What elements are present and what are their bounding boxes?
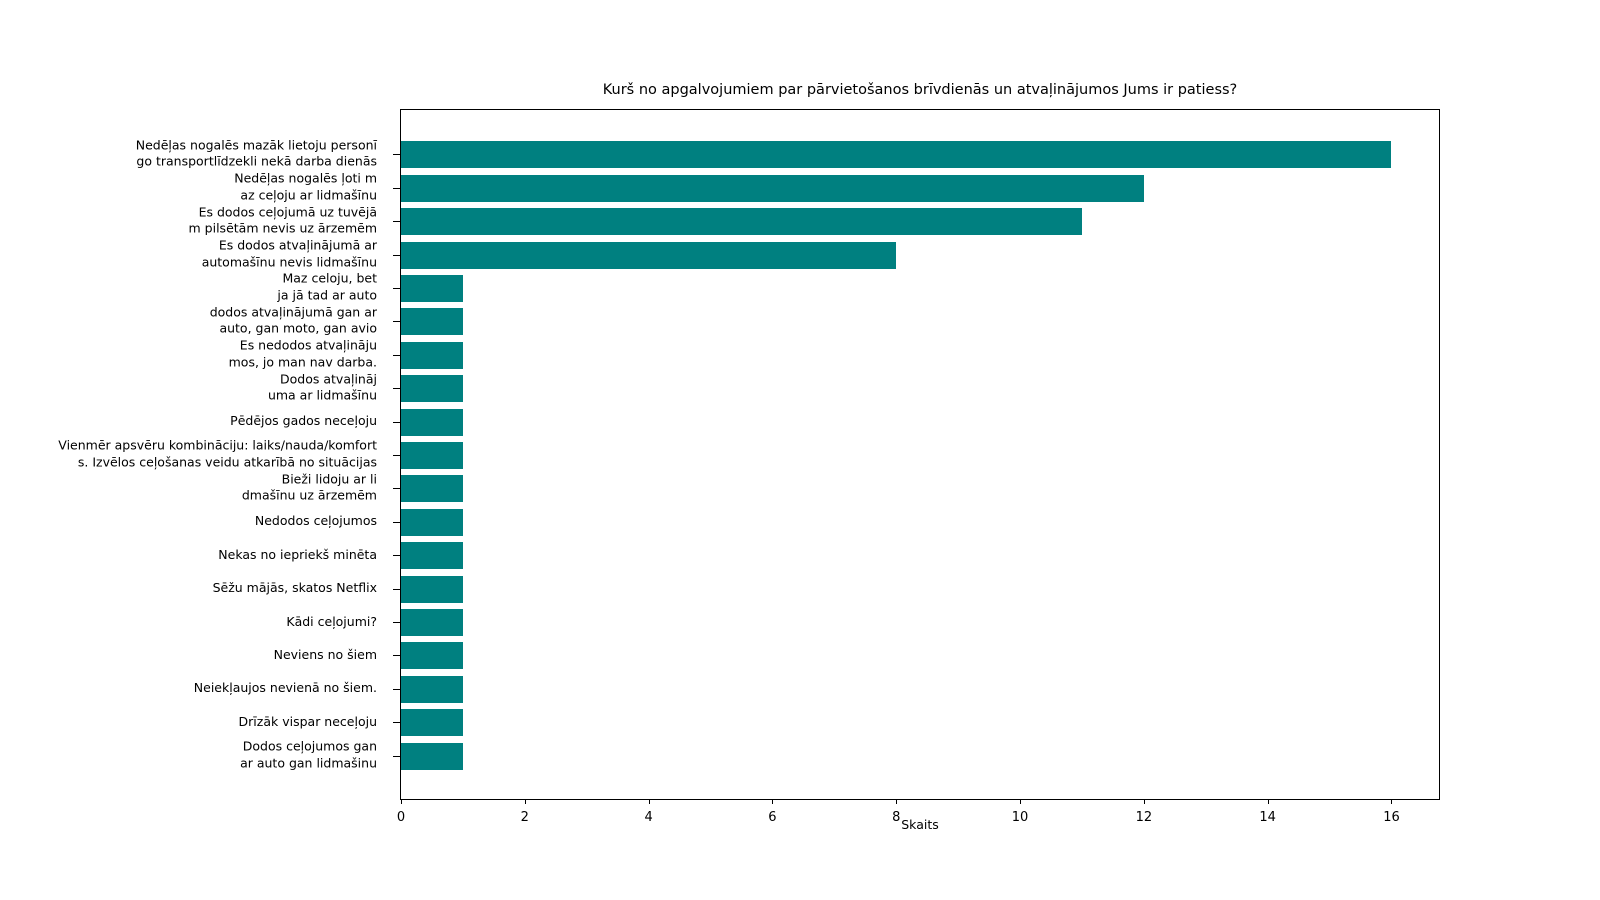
x-tick-mark — [1143, 800, 1145, 804]
x-tick-label: 10 — [1011, 810, 1029, 825]
x-tick-label: 16 — [1383, 810, 1400, 825]
y-tick-label: Dodos atvaļināj uma ar lidmašīnu — [267, 371, 377, 403]
y-tick-label: Drīzāk vispar neceļoju — [238, 713, 377, 729]
bar — [401, 408, 463, 436]
y-tick-label: Nedodos ceļojumos — [254, 513, 377, 529]
x-tick-mark — [524, 800, 526, 804]
bar — [401, 675, 463, 703]
y-tick-mark — [393, 755, 400, 757]
bar — [401, 375, 463, 403]
y-tick-label: Es nedodos atvaļināju mos, jo man nav da… — [228, 337, 377, 370]
x-tick-label: 6 — [768, 810, 777, 825]
y-tick-label: Dodos ceļojumos gan ar auto gan lidmašin… — [240, 738, 377, 771]
bar — [401, 208, 1082, 236]
x-tick-label: 12 — [1135, 810, 1153, 825]
x-tick-mark — [1020, 800, 1022, 804]
y-tick-label: Neviens no šiem — [273, 646, 377, 662]
y-tick-mark — [393, 254, 400, 256]
x-tick-mark — [896, 800, 898, 804]
y-tick-mark — [393, 354, 400, 356]
x-tick-label: 0 — [396, 810, 406, 825]
bar — [401, 609, 463, 637]
y-tick-mark — [393, 655, 400, 657]
x-tick-mark — [401, 800, 402, 804]
x-tick-mark — [772, 800, 774, 804]
bar — [401, 341, 463, 369]
y-tick-mark — [393, 622, 400, 624]
x-tick-mark — [1391, 800, 1393, 804]
y-tick-mark — [393, 287, 400, 289]
bar — [401, 241, 897, 269]
y-tick-mark — [393, 388, 400, 390]
bar — [401, 141, 1392, 169]
bar — [401, 642, 463, 670]
y-tick-label: Pēdējos gados neceļoju — [230, 412, 377, 428]
bar — [401, 475, 463, 503]
y-tick-mark — [393, 555, 400, 557]
y-tick-mark — [393, 154, 400, 156]
x-tick-mark — [648, 800, 650, 804]
y-tick-mark — [393, 321, 400, 323]
y-tick-mark — [393, 421, 400, 423]
bar — [401, 742, 463, 770]
bar — [401, 174, 1144, 202]
y-tick-label: Nedēļas nogalēs ļoti m az ceļoju ar lidm… — [234, 170, 377, 203]
y-axis-labels: Nedēļas nogalēs mazāk lietoju personī go… — [0, 109, 389, 800]
bar — [401, 508, 463, 536]
bar — [401, 575, 463, 603]
x-tick-label: 2 — [520, 810, 529, 825]
y-tick-mark — [393, 588, 400, 590]
bar — [401, 709, 463, 737]
y-tick-label: Bieži lidoju ar li dmašīnu uz ārzemēm — [241, 471, 377, 503]
bar — [401, 441, 463, 469]
y-tick-label: Sēžu mājās, skatos Netflix — [212, 579, 377, 595]
bar — [401, 308, 463, 336]
x-tick-label: 4 — [644, 810, 653, 825]
x-tick-mark — [1267, 800, 1269, 804]
y-tick-mark — [393, 722, 400, 724]
bar — [401, 274, 463, 302]
y-tick-label: Nedēļas nogalēs mazāk lietoju personī go… — [135, 137, 377, 169]
y-tick-label: Nekas no iepriekš minēta — [218, 546, 377, 562]
y-tick-label: dodos atvaļinājumā gan ar auto, gan moto… — [209, 304, 377, 336]
y-tick-label: Maz celoju, bet ja jā tad ar auto — [277, 270, 377, 303]
bar — [401, 542, 463, 570]
y-tick-label: Es dodos ceļojumā uz tuvējā m pilsētām n… — [188, 204, 377, 236]
y-tick-mark — [393, 488, 400, 490]
y-tick-label: Neiekļaujos nevienā no šiem. — [193, 680, 377, 696]
y-tick-mark — [393, 187, 400, 189]
y-tick-mark — [393, 521, 400, 523]
y-tick-label: Es dodos atvaļinājumā ar automašīnu nevi… — [201, 237, 377, 270]
plot-area: 0 2 4 6 8 10 12 14 16 — [393, 109, 1440, 825]
y-tick-mark — [393, 454, 400, 456]
x-axis-label: Skaits — [901, 817, 939, 832]
chart-title: Kurš no apgalvojumiem par pārvietošanos … — [602, 82, 1238, 98]
y-tick-mark — [393, 221, 400, 223]
y-tick-label: Vienmēr apsvēru kombināciju: laiks/nauda… — [58, 437, 377, 470]
y-tick-label: Kādi ceļojumi? — [286, 613, 377, 629]
y-tick-mark — [393, 688, 400, 690]
x-tick-label: 14 — [1259, 810, 1276, 825]
x-tick-label: 8 — [892, 810, 901, 825]
